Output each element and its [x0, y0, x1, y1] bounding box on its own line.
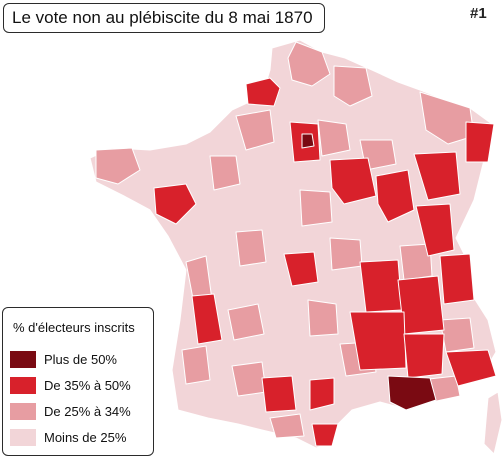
legend: % d'électeurs inscrits Plus de 50% De 35…: [2, 307, 154, 456]
department-hi-6: [413, 151, 461, 201]
legend-label-over-50: Plus de 50%: [44, 352, 117, 367]
department-md-1: [287, 41, 331, 87]
map-title: Le vote non au plébiscite du 8 mai 1870: [3, 3, 325, 33]
legend-swatch-over-50: [10, 351, 36, 368]
department-hi-8: [415, 203, 455, 257]
department-md-17: [231, 361, 267, 397]
department-hi-4: [329, 157, 377, 205]
department-hi-17: [261, 375, 297, 413]
department-hi-16: [191, 293, 223, 345]
legend-label-under-25: Moins de 25%: [44, 430, 127, 445]
department-hi-9: [283, 251, 319, 287]
legend-title: % d'électeurs inscrits: [13, 320, 135, 335]
department-hi-7: [465, 121, 495, 163]
legend-label-25-34: De 25% à 34%: [44, 404, 131, 419]
department-hi-1: [245, 77, 281, 107]
department-hi-10: [359, 259, 403, 313]
legend-label-35-50: De 35% à 50%: [44, 378, 131, 393]
department-hi-15: [445, 349, 497, 387]
department-hi-19: [311, 423, 339, 447]
legend-swatch-under-25: [10, 429, 36, 446]
department-md-21: [269, 413, 305, 439]
department-md-16: [439, 317, 475, 353]
map-number: #1: [470, 5, 487, 22]
department-hi-18: [309, 377, 335, 411]
department-md-2: [333, 65, 373, 107]
department-md-19: [181, 345, 211, 385]
department-hi-12: [439, 253, 475, 305]
legend-swatch-25-34: [10, 403, 36, 420]
corsica: [483, 391, 503, 455]
department-xt-1: [387, 375, 437, 411]
department-md-6: [317, 119, 351, 157]
department-md-3: [419, 91, 475, 145]
legend-item-under-25: Moins de 25%: [10, 428, 150, 448]
department-hi-5: [375, 169, 415, 223]
department-xt-2: [301, 133, 315, 149]
department-md-12: [399, 243, 433, 281]
department-md-15: [307, 299, 339, 337]
department-hi-14: [403, 333, 445, 379]
legend-item-35-50: De 35% à 50%: [10, 376, 150, 396]
department-md-8: [209, 155, 241, 191]
department-md-11: [329, 237, 363, 271]
department-md-4: [95, 147, 141, 185]
department-hi-13: [349, 311, 407, 371]
department-md-14: [227, 303, 265, 341]
legend-item-over-50: Plus de 50%: [10, 350, 150, 370]
department-md-9: [299, 189, 333, 227]
department-md-10: [235, 229, 267, 267]
map-title-text: Le vote non au plébiscite du 8 mai 1870: [12, 8, 313, 27]
legend-item-25-34: De 25% à 34%: [10, 402, 150, 422]
legend-swatch-35-50: [10, 377, 36, 394]
department-md-5: [235, 109, 275, 151]
department-hi-3: [153, 183, 197, 225]
